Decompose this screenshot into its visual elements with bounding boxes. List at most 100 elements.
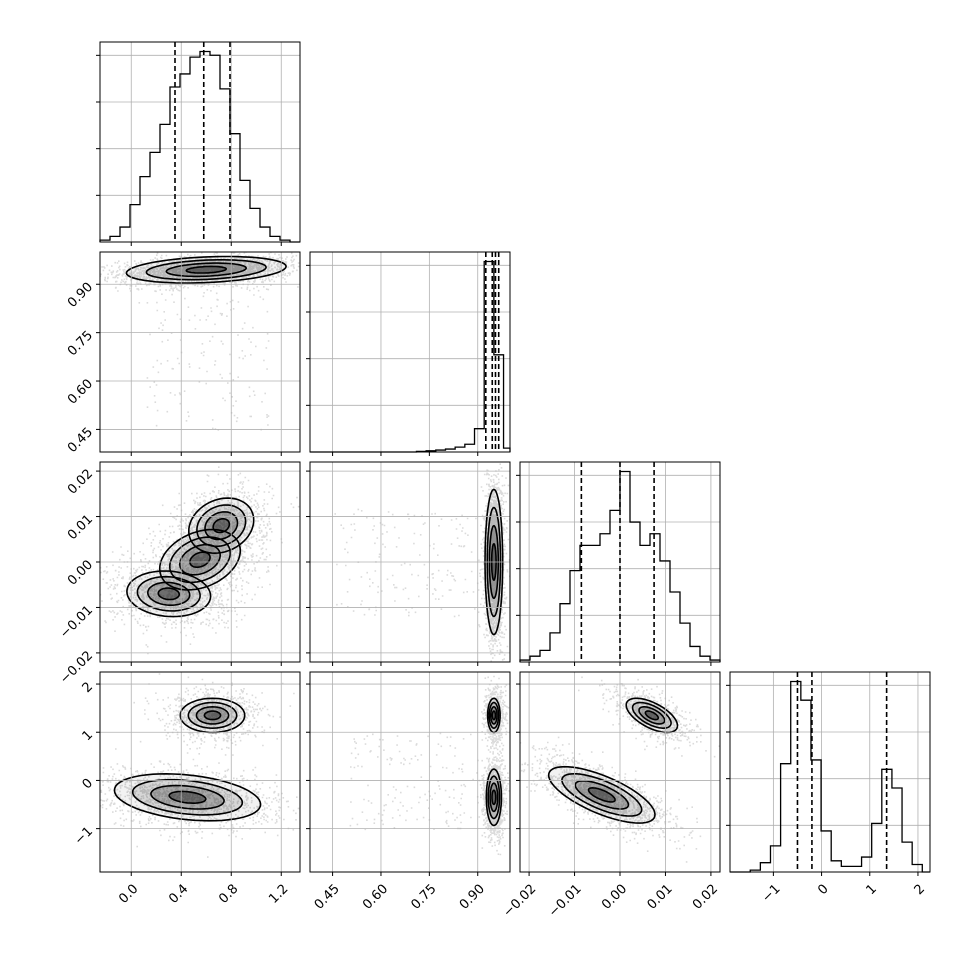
frame-0-1 — [99, 251, 301, 453]
frame-1-1 — [309, 251, 511, 453]
contour-3-1-2 — [150, 784, 225, 810]
frame-0-3 — [99, 671, 301, 873]
x-tick-label-2-0: −0.02 — [500, 882, 539, 921]
contour-1-0-0 — [158, 528, 242, 591]
y-tick-label-2-2: 0.00 — [65, 557, 96, 588]
contour-4-0-1 — [488, 701, 500, 730]
scatter-content-4 — [349, 675, 510, 856]
density-fill-1-1-3 — [213, 518, 230, 533]
density-fill-1-0-0 — [159, 529, 241, 590]
scatter-points-0 — [100, 252, 300, 431]
contour-1-0-1 — [168, 536, 232, 584]
scatter-panel-0-3 — [99, 671, 301, 873]
scatter-panel-0-1 — [99, 251, 301, 453]
histogram-panel-3 — [726, 671, 931, 873]
x-tick-label-2-1: −0.01 — [546, 882, 585, 921]
y-tick-label-1-3: 0.90 — [65, 280, 96, 311]
contour-3-0-3 — [203, 710, 222, 721]
histogram-panel-0 — [96, 41, 301, 243]
density-fill-4-0-2 — [490, 706, 497, 724]
frame-1-3 — [309, 671, 511, 873]
x-tick-label-2-3: 0.01 — [645, 882, 676, 913]
contour-4-1-3 — [491, 789, 497, 806]
y-tick-label-1-1: 0.60 — [65, 376, 96, 407]
scatter-points-5 — [520, 676, 720, 863]
density-fill-1-0-1 — [169, 537, 231, 583]
contour-3-1-3 — [168, 790, 207, 804]
scatter-content-5 — [520, 676, 720, 863]
y-tick-label-1-0: 0.45 — [65, 425, 96, 456]
contour-0-0-2 — [165, 262, 248, 278]
y-tick-label-2-1: −0.01 — [57, 603, 96, 642]
y-tick-label-3-2: 1 — [80, 728, 96, 744]
contour-1-1-1 — [196, 504, 247, 548]
density-fill-1-1-2 — [205, 511, 238, 540]
density-fill-5-1-2 — [575, 780, 629, 809]
frame-0-0 — [99, 41, 301, 243]
density-fill-5-0-0 — [626, 698, 678, 733]
contour-4-1-0 — [485, 768, 503, 827]
x-tick-label-3-1: 0 — [815, 882, 831, 898]
x-tick-label-2-2: 0.00 — [599, 882, 630, 913]
contour-3-1-0 — [113, 772, 262, 822]
scatter-panel-1-2 — [309, 461, 511, 663]
contour-1-1-2 — [204, 511, 239, 541]
contour-3-1-1 — [131, 778, 244, 816]
x-tick-label-1-3: 0.90 — [457, 882, 488, 913]
density-fill-3-0-2 — [196, 706, 229, 724]
contour-5-1-0 — [547, 765, 656, 824]
histogram-step-1 — [310, 260, 511, 453]
scatter-content-3 — [100, 673, 300, 858]
contour-4-0-0 — [486, 697, 501, 734]
density-fill-3-1-0 — [114, 773, 261, 821]
histogram-step-0 — [99, 50, 300, 243]
y-tick-label-2-4: 0.02 — [65, 467, 96, 498]
contour-3-0-2 — [195, 705, 230, 725]
scatter-points-4 — [349, 675, 510, 856]
density-fill-5-0-1 — [632, 702, 672, 729]
density-fill-0-0-2 — [166, 263, 247, 277]
scatter-content-0 — [100, 252, 300, 431]
scatter-panel-1-3 — [309, 671, 511, 873]
y-tick-label-3-3: 2 — [80, 679, 96, 695]
scatter-content-1 — [100, 466, 300, 655]
histogram-step-3 — [730, 680, 930, 873]
x-tick-label-3-2: 1 — [863, 882, 879, 898]
contour-3-0-1 — [187, 701, 238, 730]
contour-5-1-2 — [574, 779, 630, 810]
y-tick-label-3-1: 0 — [80, 776, 96, 792]
scatter-panel-0-2 — [99, 461, 301, 663]
contour-1-2-0 — [126, 570, 212, 618]
contour-0-0-1 — [145, 259, 267, 281]
contour-0-0-0 — [125, 255, 287, 284]
contour-5-1-3 — [587, 786, 616, 803]
y-tick-label-2-3: 0.01 — [65, 512, 96, 543]
density-fill-3-1-1 — [132, 779, 243, 815]
contour-4-1-2 — [489, 782, 499, 813]
x-tick-label-1-1: 0.60 — [360, 882, 391, 913]
density-fill-3-0-0 — [180, 698, 245, 733]
x-tick-label-0-0: 0.0 — [116, 882, 141, 907]
contour-5-0-1 — [631, 701, 672, 729]
density-fill-1-2-3 — [158, 588, 180, 600]
y-tick-label-1-2: 0.75 — [65, 328, 96, 359]
x-tick-label-3-3: 2 — [912, 882, 928, 898]
x-tick-label-1-2: 0.75 — [408, 882, 439, 913]
density-fill-1-1-0 — [188, 498, 254, 554]
contour-0-0-3 — [185, 265, 228, 274]
x-tick-label-1-0: 0.45 — [312, 882, 343, 913]
x-tick-label-0-1: 0.4 — [166, 882, 191, 907]
density-fill-0-0-0 — [126, 256, 287, 283]
contour-1-1-0 — [187, 497, 255, 555]
y-tick-label-2-0: −0.02 — [57, 648, 96, 687]
density-fill-5-1-1 — [561, 773, 642, 816]
contour-4-1-1 — [487, 775, 501, 820]
scatter-content-2 — [334, 462, 510, 662]
x-tick-label-3-0: −1 — [759, 882, 783, 906]
x-tick-label-0-2: 0.8 — [216, 882, 241, 907]
density-fill-3-0-3 — [204, 711, 221, 720]
frame-3-3 — [729, 671, 931, 873]
scatter-panel-2-3 — [519, 671, 721, 873]
histogram-panel-1 — [306, 251, 511, 453]
